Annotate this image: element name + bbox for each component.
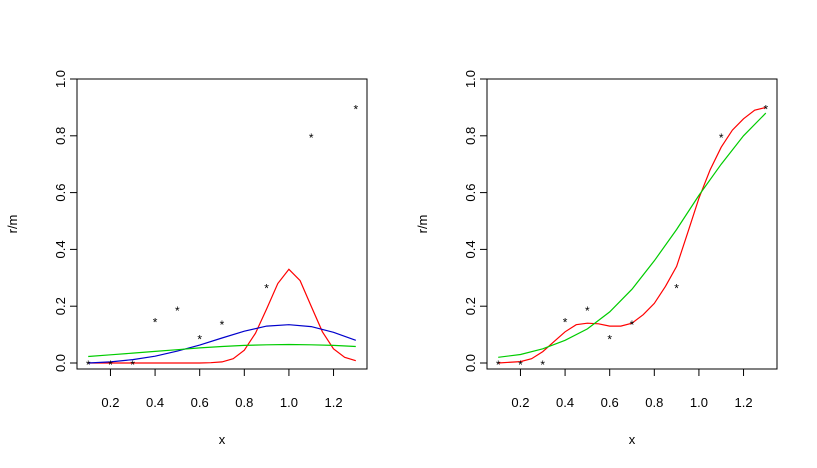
data-point: * bbox=[585, 304, 590, 318]
right-panel: 0.2 0.4 0.6 0.8 1.0 1.2 0.0 0.2 0.4 0.6 0.8 1.0 x r/m… bbox=[415, 70, 778, 447]
y-tick-label: 0.2 bbox=[463, 297, 478, 315]
series-line-1 bbox=[498, 112, 767, 358]
data-point: * bbox=[563, 315, 568, 329]
data-point: * bbox=[607, 332, 612, 346]
y-tick-label: 1.0 bbox=[463, 70, 478, 88]
x-tick-label: 0.8 bbox=[645, 395, 663, 410]
data-point: * bbox=[264, 281, 269, 295]
y-tick-label: 0.8 bbox=[463, 127, 478, 145]
y-tick-label: 0.6 bbox=[463, 184, 478, 202]
y-axis-title: r/m bbox=[415, 215, 430, 234]
x-tick-label: 0.6 bbox=[191, 395, 209, 410]
y-axis-title: r/m bbox=[5, 215, 20, 234]
x-tick-label: 1.0 bbox=[690, 395, 708, 410]
series-line-2 bbox=[88, 343, 356, 358]
data-point: * bbox=[86, 358, 91, 372]
x-tick-label: 0.4 bbox=[556, 395, 574, 410]
data-point: * bbox=[220, 318, 225, 332]
data-point: * bbox=[630, 318, 635, 332]
x-tick-label: 1.2 bbox=[734, 395, 752, 410]
x-tick-label: 0.2 bbox=[101, 395, 119, 410]
y-tick-label: 0.0 bbox=[53, 354, 68, 372]
data-point: * bbox=[309, 131, 314, 145]
x-axis-title: x bbox=[219, 432, 226, 447]
y-tick-label: 0.8 bbox=[53, 127, 68, 145]
x-tick-label: 0.6 bbox=[601, 395, 619, 410]
y-tick-label: 0.6 bbox=[53, 184, 68, 202]
x-tick-label: 0.4 bbox=[146, 395, 164, 410]
data-point: * bbox=[518, 358, 523, 372]
data-point: * bbox=[540, 358, 545, 372]
x-tick-label: 1.0 bbox=[280, 395, 298, 410]
data-point: * bbox=[130, 358, 135, 372]
y-tick-label: 0.4 bbox=[463, 240, 478, 258]
x-tick-label: 1.2 bbox=[324, 395, 342, 410]
x-tick-label: 0.2 bbox=[511, 395, 529, 410]
y-tick-label: 0.4 bbox=[53, 240, 68, 258]
data-point: * bbox=[197, 332, 202, 346]
data-point: * bbox=[175, 304, 180, 318]
series-line-0 bbox=[498, 106, 766, 364]
data-point: * bbox=[719, 131, 724, 145]
series-line-1 bbox=[88, 324, 357, 364]
left-panel: 0.2 0.4 0.6 0.8 1.0 1.2 0.0 0.2 0.4 0.6 0.8 1.0 x r/m… bbox=[5, 70, 368, 447]
y-tick-label: 1.0 bbox=[53, 70, 68, 88]
data-point: * bbox=[764, 102, 769, 116]
data-point: * bbox=[354, 102, 359, 116]
x-tick-label: 0.8 bbox=[235, 395, 253, 410]
data-point: * bbox=[674, 281, 679, 295]
data-point: * bbox=[496, 358, 501, 372]
y-tick-label: 0.0 bbox=[463, 354, 478, 372]
data-point: * bbox=[108, 358, 113, 372]
y-tick-label: 0.2 bbox=[53, 297, 68, 315]
series-line-0 bbox=[88, 268, 356, 364]
data-point: * bbox=[153, 315, 158, 329]
x-axis-title: x bbox=[629, 432, 636, 447]
